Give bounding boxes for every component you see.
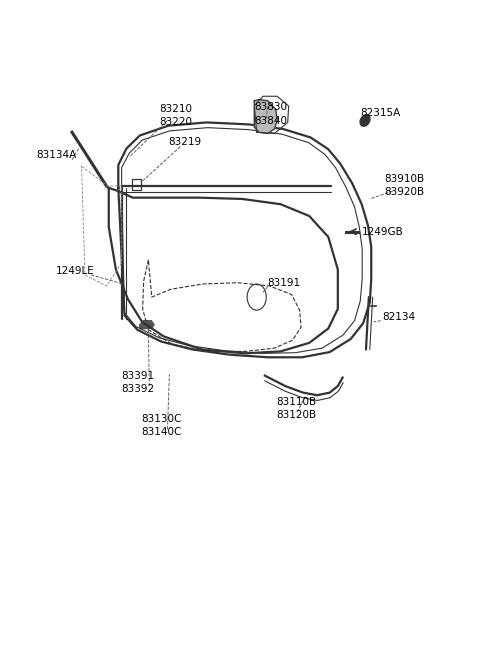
- FancyBboxPatch shape: [132, 179, 141, 190]
- Text: 1249GB: 1249GB: [362, 227, 404, 237]
- Text: 83219: 83219: [168, 137, 202, 147]
- Text: 83134A: 83134A: [36, 150, 76, 160]
- Text: 83130C
83140C: 83130C 83140C: [141, 414, 181, 437]
- Ellipse shape: [360, 115, 370, 126]
- Text: 83191: 83191: [268, 278, 301, 288]
- Text: 83910B
83920B: 83910B 83920B: [384, 174, 425, 198]
- Text: 83110B
83120B: 83110B 83120B: [276, 397, 316, 420]
- Polygon shape: [254, 99, 277, 133]
- Polygon shape: [140, 321, 154, 328]
- Text: 83391
83392: 83391 83392: [121, 371, 154, 394]
- Text: 82315A: 82315A: [360, 108, 401, 118]
- Text: 83210
83220: 83210 83220: [159, 104, 192, 127]
- Text: 82134: 82134: [382, 311, 415, 322]
- Text: 1249LE: 1249LE: [56, 266, 95, 276]
- Text: 83830
83840: 83830 83840: [254, 102, 288, 125]
